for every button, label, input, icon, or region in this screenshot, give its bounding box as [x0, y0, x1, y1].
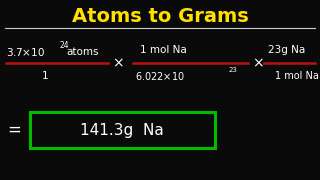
Text: 3.7$\times$10: 3.7$\times$10 [6, 46, 45, 58]
Text: 1: 1 [42, 71, 48, 81]
Text: Atoms to Grams: Atoms to Grams [72, 6, 248, 26]
FancyBboxPatch shape [30, 112, 215, 148]
Text: 23g Na: 23g Na [268, 45, 305, 55]
Text: $\times$: $\times$ [252, 56, 264, 70]
Text: $\times$: $\times$ [112, 56, 124, 70]
Text: 1 mol Na: 1 mol Na [140, 45, 187, 55]
Text: 6.022$\times$10: 6.022$\times$10 [135, 70, 185, 82]
Text: 141.3g  Na: 141.3g Na [80, 123, 164, 138]
Text: =: = [7, 121, 21, 139]
Text: 24: 24 [60, 42, 70, 51]
Text: atoms: atoms [66, 47, 99, 57]
Text: 1 mol Na: 1 mol Na [275, 71, 319, 81]
Text: 23: 23 [229, 67, 238, 73]
